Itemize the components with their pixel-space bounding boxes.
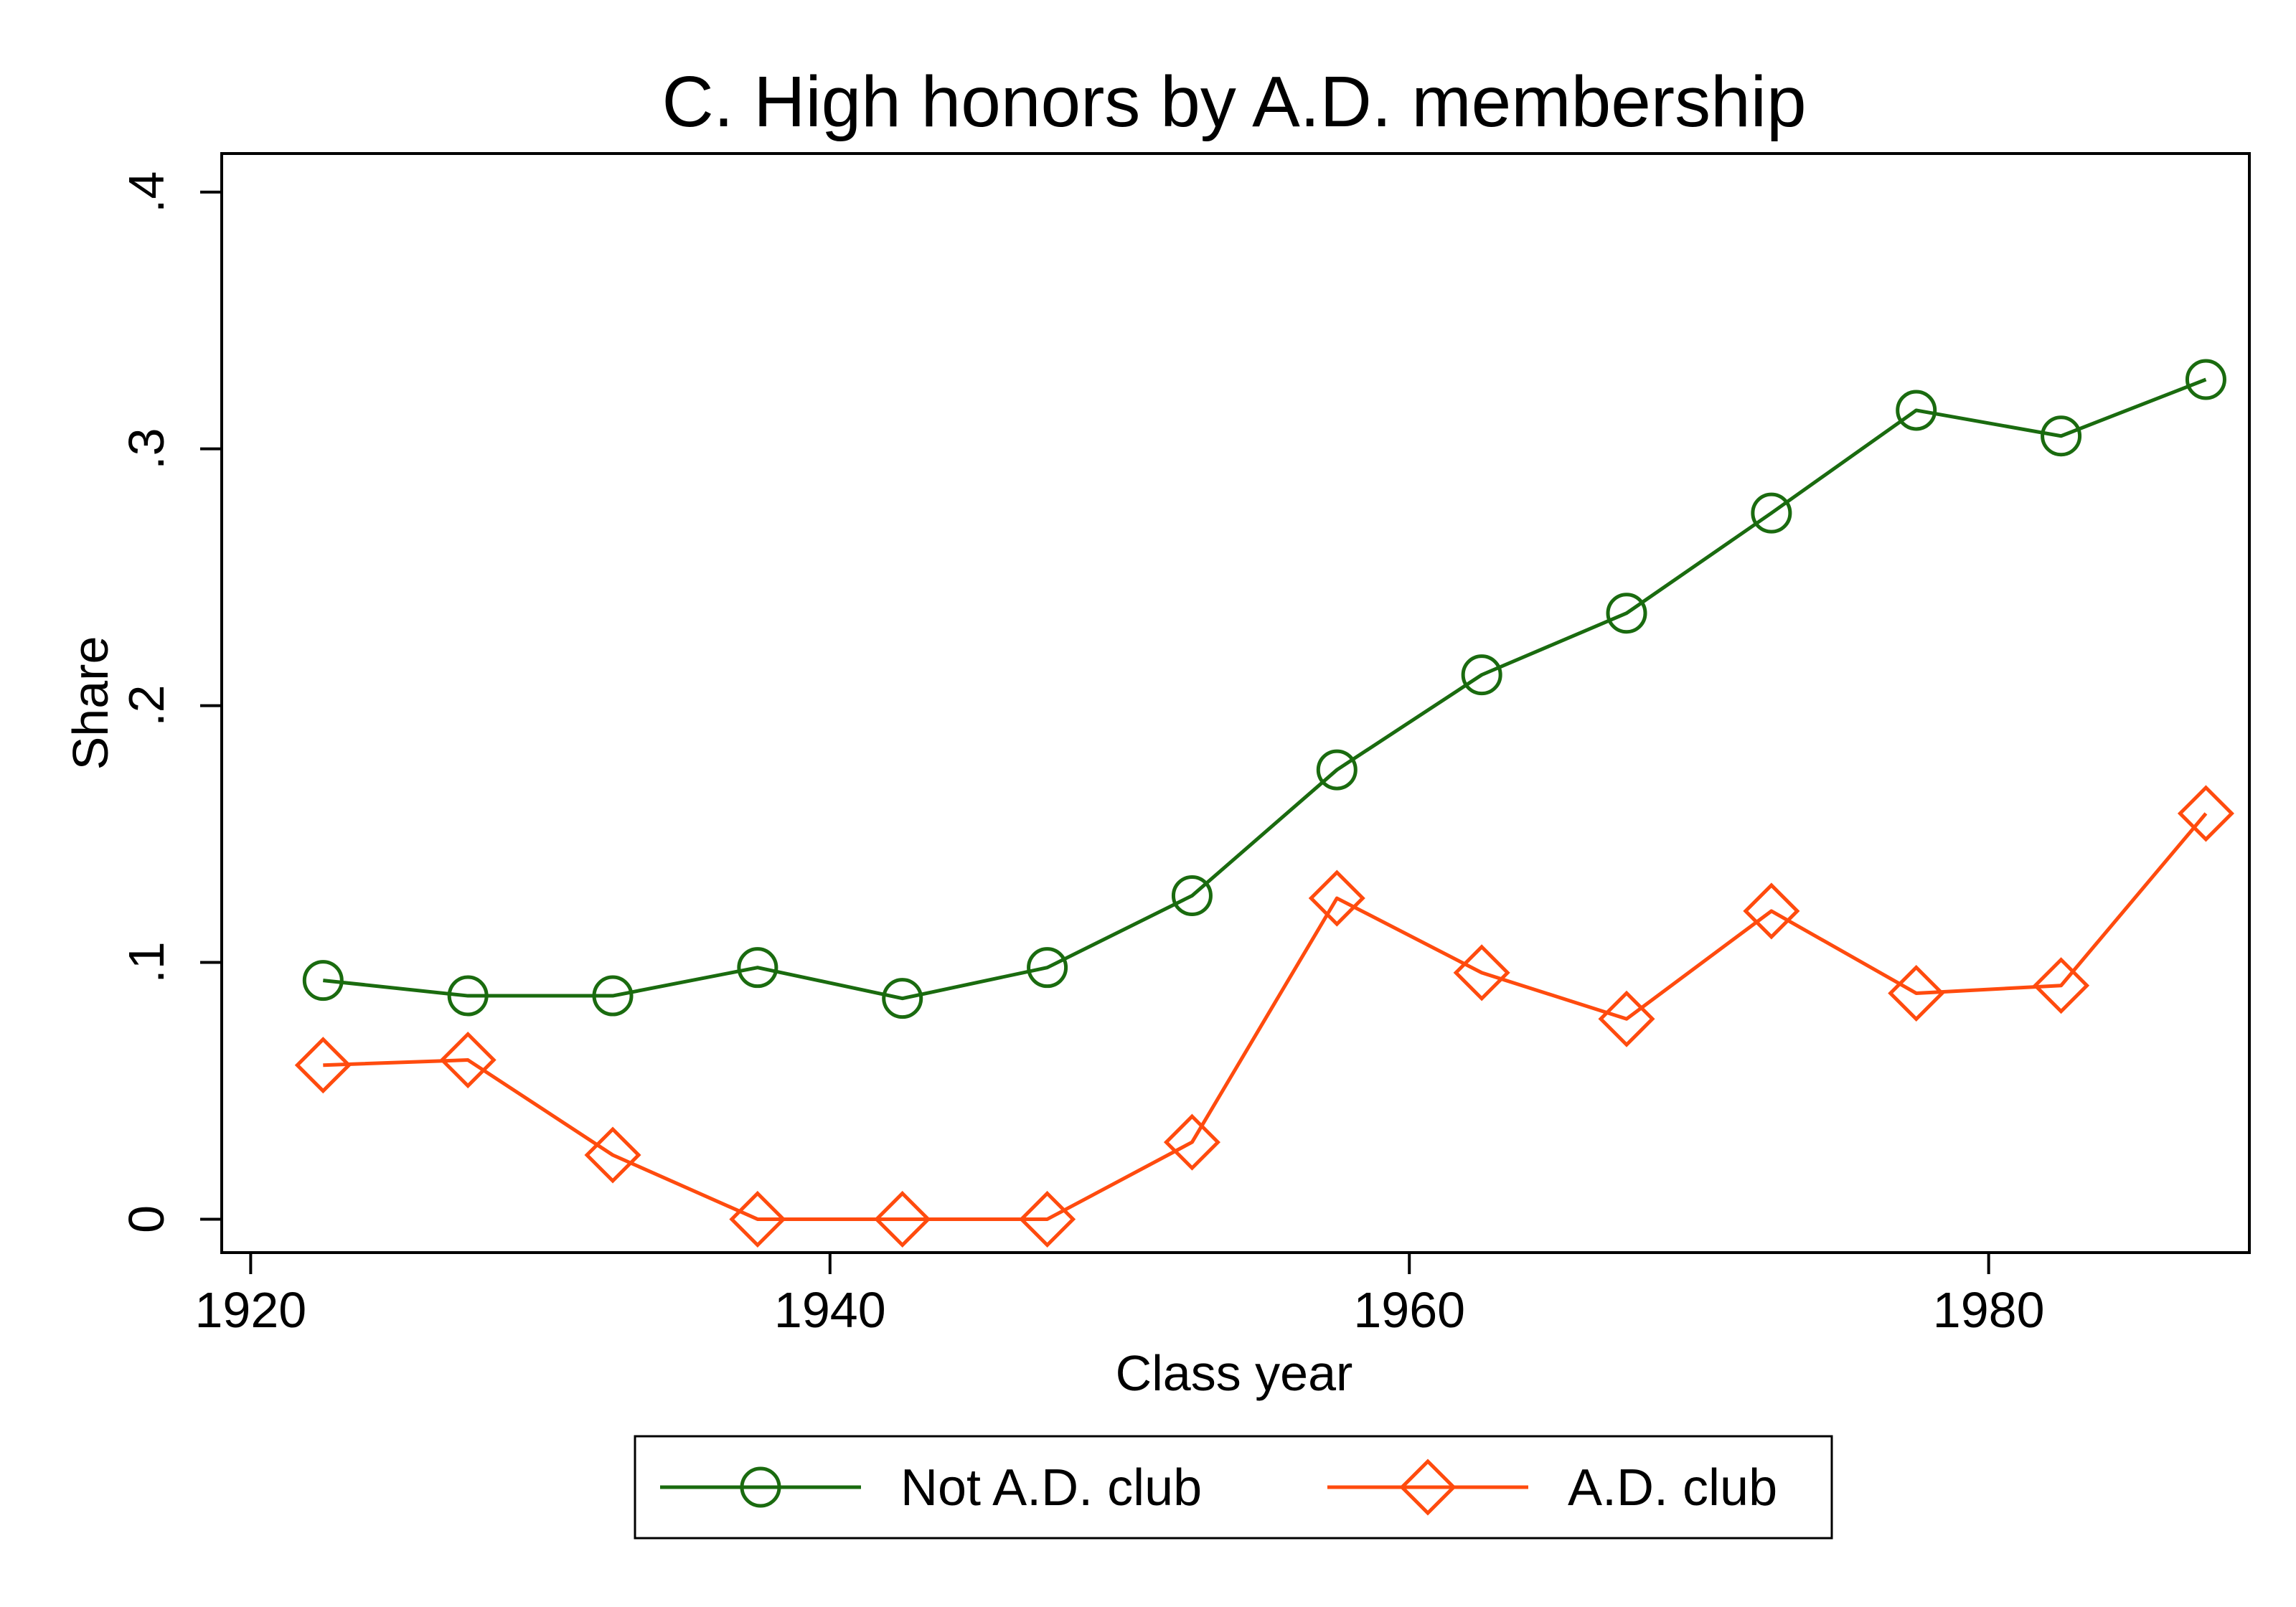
data-point-a-d-club [729,1190,786,1248]
plot-area [220,152,2251,1254]
data-point-not-a-d-club [1606,593,1647,634]
series-layer [294,359,2234,1248]
data-point-not-a-d-club [882,978,923,1019]
data-point-not-a-d-club [447,975,489,1017]
data-point-a-d-club [1019,1190,1076,1248]
data-point-a-d-club [2177,785,2234,842]
y-tick-label: 0 [118,1205,174,1233]
data-point-not-a-d-club [1461,654,1502,696]
data-point-a-d-club [294,1037,352,1094]
data-point-not-a-d-club [1316,749,1358,791]
data-point-a-d-club [1163,1113,1220,1171]
data-point-not-a-d-club [1896,390,1937,431]
y-tick-label: .2 [118,684,174,726]
legend-marker-diamond [1399,1458,1457,1516]
y-axis-label: Share [62,636,118,770]
y-tick-label: .1 [118,941,174,983]
data-point-not-a-d-club [1751,492,1792,534]
series-line-a-d-club [323,812,2208,1221]
y-tick-label: .4 [118,171,174,212]
series-a-d-club [294,785,2234,1248]
data-point-not-a-d-club [1027,947,1068,989]
x-axis-ticks: 1920 1940 1960 1980 [195,1253,2045,1338]
legend-marker-circle [740,1466,781,1508]
x-tick-label: 1980 [1933,1282,2045,1338]
y-tick-label: .3 [118,428,174,469]
chart-title: C. High honors by A.D. membership [662,62,1806,142]
x-tick-label: 1940 [774,1282,886,1338]
x-axis-label: Class year [1116,1345,1353,1401]
x-tick-label: 1920 [195,1282,307,1338]
series-not-a-d-club [302,359,2226,1019]
data-point-not-a-d-club [592,975,634,1017]
data-point-a-d-club [2033,957,2090,1014]
y-axis-ticks: 0 .1 .2 .3 .4 [118,171,222,1233]
data-point-a-d-club [584,1126,641,1184]
data-point-not-a-d-club [2041,415,2082,457]
data-point-not-a-d-club [737,947,778,989]
data-point-a-d-club [1453,944,1510,1002]
data-point-not-a-d-club [1171,875,1213,916]
data-point-a-d-club [439,1032,497,1089]
legend: Not A.D. club A.D. club [634,1435,1833,1540]
data-point-a-d-club [1308,870,1365,927]
legend-label-ad-club: A.D. club [1568,1459,1777,1517]
legend-label-not-ad-club: Not A.D. club [900,1459,1202,1517]
data-point-not-a-d-club [302,960,344,1002]
data-point-a-d-club [1598,990,1655,1047]
data-point-a-d-club [1888,964,1945,1022]
data-point-not-a-d-club [2185,359,2226,400]
data-point-a-d-club [874,1190,931,1248]
data-point-a-d-club [1743,882,1800,940]
x-tick-label: 1960 [1353,1282,1465,1338]
series-line-not-a-d-club [323,377,2207,1001]
